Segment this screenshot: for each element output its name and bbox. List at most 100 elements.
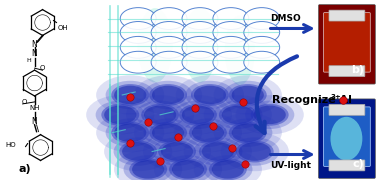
Ellipse shape (223, 119, 273, 147)
Ellipse shape (182, 36, 218, 58)
Ellipse shape (236, 141, 274, 162)
Ellipse shape (185, 81, 234, 109)
Ellipse shape (141, 104, 179, 126)
Ellipse shape (235, 95, 304, 134)
Ellipse shape (232, 123, 264, 142)
Point (127, 96, 133, 98)
Point (240, 100, 246, 103)
Ellipse shape (194, 150, 262, 181)
Ellipse shape (225, 16, 255, 85)
FancyBboxPatch shape (329, 104, 365, 115)
Ellipse shape (152, 86, 184, 104)
Ellipse shape (111, 84, 149, 106)
Ellipse shape (183, 8, 217, 83)
Ellipse shape (182, 8, 218, 30)
Ellipse shape (86, 95, 154, 134)
Ellipse shape (169, 159, 207, 180)
Point (192, 106, 198, 109)
Ellipse shape (163, 155, 212, 181)
Text: OH: OH (57, 26, 68, 31)
Ellipse shape (132, 160, 164, 179)
Ellipse shape (182, 22, 218, 43)
Ellipse shape (219, 104, 257, 126)
Ellipse shape (119, 141, 157, 162)
FancyBboxPatch shape (329, 10, 365, 21)
Ellipse shape (213, 8, 249, 30)
Ellipse shape (199, 141, 237, 162)
Ellipse shape (193, 137, 243, 166)
Ellipse shape (204, 95, 272, 134)
Ellipse shape (182, 106, 214, 124)
Ellipse shape (223, 81, 273, 109)
Ellipse shape (152, 137, 201, 166)
Ellipse shape (111, 122, 149, 144)
FancyBboxPatch shape (329, 160, 365, 171)
Ellipse shape (251, 104, 289, 126)
Point (175, 135, 181, 138)
Ellipse shape (229, 84, 267, 106)
Ellipse shape (134, 113, 202, 152)
FancyBboxPatch shape (329, 66, 365, 77)
Point (127, 141, 133, 144)
Ellipse shape (164, 95, 232, 134)
Ellipse shape (239, 142, 271, 161)
Text: Recognize Al: Recognize Al (272, 95, 352, 105)
FancyBboxPatch shape (324, 13, 370, 72)
Ellipse shape (114, 150, 182, 181)
Point (145, 120, 151, 123)
Ellipse shape (229, 122, 267, 144)
Ellipse shape (96, 101, 145, 129)
Ellipse shape (161, 142, 193, 161)
Ellipse shape (151, 36, 187, 58)
Ellipse shape (245, 101, 294, 129)
Ellipse shape (144, 106, 176, 124)
Ellipse shape (113, 137, 163, 166)
Ellipse shape (244, 22, 280, 43)
Text: N: N (32, 40, 37, 49)
Ellipse shape (174, 113, 242, 152)
Ellipse shape (209, 159, 247, 180)
FancyBboxPatch shape (324, 107, 370, 166)
Text: N: N (32, 117, 37, 126)
Ellipse shape (151, 8, 187, 30)
Ellipse shape (194, 86, 226, 104)
Ellipse shape (105, 119, 155, 147)
Ellipse shape (172, 160, 204, 179)
Ellipse shape (96, 75, 164, 115)
Ellipse shape (182, 51, 218, 73)
Ellipse shape (120, 22, 156, 43)
Ellipse shape (222, 106, 254, 124)
Ellipse shape (203, 155, 253, 181)
FancyBboxPatch shape (319, 99, 375, 178)
Text: a): a) (19, 164, 31, 174)
Ellipse shape (213, 101, 262, 129)
Ellipse shape (189, 122, 227, 144)
Text: H: H (26, 58, 31, 63)
Text: UV-light: UV-light (270, 161, 311, 171)
Ellipse shape (122, 142, 154, 161)
Ellipse shape (179, 104, 217, 126)
Point (157, 160, 163, 163)
Ellipse shape (212, 160, 244, 179)
Ellipse shape (105, 81, 155, 109)
Ellipse shape (232, 86, 264, 104)
Ellipse shape (143, 132, 211, 171)
Ellipse shape (244, 8, 280, 30)
Ellipse shape (120, 8, 156, 30)
Ellipse shape (129, 159, 167, 180)
Ellipse shape (114, 123, 146, 142)
Text: N: N (32, 49, 37, 58)
Ellipse shape (149, 84, 187, 106)
Ellipse shape (176, 75, 244, 115)
Ellipse shape (213, 36, 249, 58)
Ellipse shape (135, 101, 185, 129)
Ellipse shape (244, 51, 280, 73)
Ellipse shape (151, 22, 187, 43)
Ellipse shape (120, 36, 156, 58)
Ellipse shape (124, 155, 173, 181)
Text: DMSO: DMSO (270, 14, 301, 22)
FancyBboxPatch shape (319, 5, 375, 84)
Ellipse shape (183, 119, 232, 147)
Text: 3+: 3+ (330, 94, 341, 100)
Text: b): b) (352, 65, 364, 75)
